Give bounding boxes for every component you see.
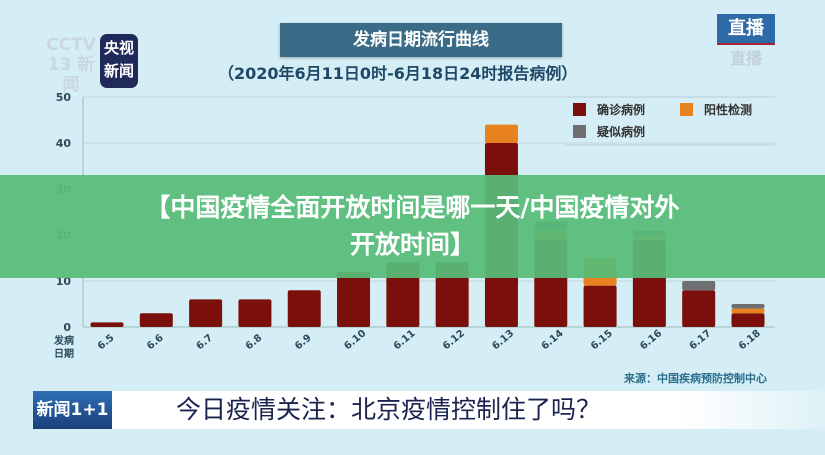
overlay-banner: 【中国疫情全面开放时间是哪一天/中国疫情对外 开放时间】	[0, 175, 825, 278]
y-tick-label: 10	[56, 275, 72, 288]
y-tick-label: 0	[63, 321, 71, 334]
bar-6.12-确诊病例	[435, 262, 469, 327]
x-tick-label: 6.18	[737, 328, 763, 352]
bar-6.11-确诊病例	[386, 262, 420, 327]
bar-6.15-确诊病例	[583, 285, 617, 327]
x-axis-label: 发病	[53, 334, 74, 347]
x-tick-label: 6.7	[194, 332, 215, 352]
bar-6.13-阳性检测	[484, 124, 518, 143]
program-logo: 新闻1+1	[33, 391, 112, 429]
bar-6.6-确诊病例	[139, 313, 173, 327]
legend-label-0: 确诊病例	[597, 102, 645, 117]
legend-swatch-2	[573, 125, 586, 138]
cctv-logo: CCTV 13 新闻	[42, 35, 100, 95]
bar-6.17-疑似病例	[682, 281, 716, 291]
bar-6.10-确诊病例	[337, 271, 371, 327]
bar-6.18-疑似病例	[731, 304, 765, 309]
live-badge-reflection: 直播	[729, 49, 762, 68]
bar-6.7-确诊病例	[189, 299, 223, 327]
yangshi-news-logo: 央视新闻	[100, 34, 138, 88]
x-tick-label: 6.11	[392, 328, 418, 352]
bar-6.18-确诊病例	[731, 313, 765, 327]
x-tick-label: 6.8	[244, 332, 265, 352]
x-tick-label: 6.17	[688, 328, 714, 352]
legend-swatch-0	[573, 103, 586, 116]
bar-6.17-确诊病例	[682, 290, 716, 327]
y-tick-label: 50	[56, 91, 72, 104]
x-tick-label: 6.16	[638, 328, 664, 352]
x-tick-label: 6.5	[96, 332, 117, 352]
source-note: 来源：中国疾病预防控制中心	[624, 372, 767, 385]
legend-label-1: 阳性检测	[704, 102, 752, 117]
banner-line-2: 开放时间】	[349, 230, 475, 259]
bar-6.9-确诊病例	[287, 290, 321, 327]
chart-subtitle: （2020年6月11日0时-6月18日24时报告病例）	[218, 64, 578, 83]
channel-logo-text: CCTV 13 新闻	[46, 35, 96, 95]
x-tick-label: 6.9	[293, 332, 314, 352]
bar-6.18-阳性检测	[731, 308, 765, 314]
legend-label-2: 疑似病例	[597, 124, 645, 139]
banner-line-1: 【中国疫情全面开放时间是哪一天/中国疫情对外	[145, 193, 680, 222]
x-tick-label: 6.15	[589, 328, 615, 352]
headline-bar: 今日疫情关注：北京疫情控制住了吗？	[112, 391, 825, 429]
y-tick-label: 40	[56, 137, 72, 150]
x-tick-label: 6.10	[342, 328, 368, 352]
bar-6.5-确诊病例	[90, 322, 124, 327]
legend-swatch-1	[680, 103, 693, 116]
bar-6.8-确诊病例	[238, 299, 272, 327]
x-tick-label: 6.6	[145, 332, 166, 352]
x-tick-label: 6.12	[441, 328, 467, 352]
x-tick-label: 6.13	[490, 328, 516, 352]
x-axis-label: 日期	[54, 347, 74, 360]
live-badge: 直播	[717, 14, 775, 45]
chart-title: 发病日期流行曲线	[280, 23, 562, 57]
x-tick-label: 6.14	[540, 328, 566, 352]
